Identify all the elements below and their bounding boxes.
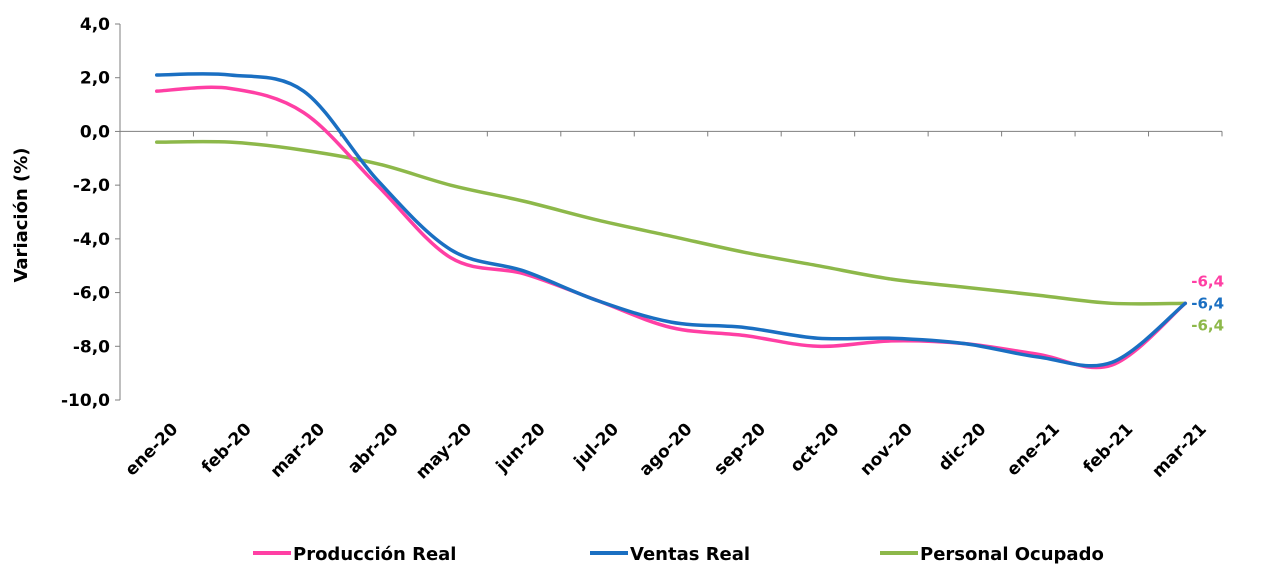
x-axis-ticks: ene-20 feb-20 mar-20 abr-20 may-20 jun-20 jul-…: [119, 131, 1223, 483]
x-tick-label: may-20: [412, 419, 476, 483]
x-tick-label: ago-20: [636, 419, 697, 480]
x-tick-label: abr-20: [344, 419, 403, 478]
chart-series: [154, 72, 1188, 370]
y-tick-label: 4,0: [80, 15, 110, 35]
legend-label-1: Ventas Real: [630, 544, 750, 565]
end-label-1: -6,4: [1191, 294, 1224, 312]
y-tick-label: 2,0: [80, 69, 110, 89]
x-tick-label: oct-20: [786, 419, 843, 476]
end-label-0: -6,4: [1191, 272, 1224, 290]
x-tick-label: jul-20: [570, 419, 623, 472]
x-tick-label: ene-21: [1003, 419, 1064, 480]
x-tick-label: sep-20: [710, 419, 770, 479]
legend-label-2: Personal Ocupado: [920, 544, 1104, 565]
y-axis-ticks: 4,0 2,0 0,0 -2,0 -4,0 -6,0 -8,0 -10,0: [61, 15, 120, 411]
x-tick-label: jun-20: [492, 419, 550, 477]
x-tick-label: feb-20: [198, 419, 256, 477]
x-tick-label: mar-21: [1148, 419, 1210, 481]
series-line-0: [154, 85, 1188, 370]
series-line-2: [154, 139, 1188, 306]
x-tick-label: dic-20: [935, 419, 991, 475]
y-axis-label: Variación (%): [11, 147, 32, 282]
chart-axes: [119, 24, 1222, 400]
series-line-1: [154, 72, 1188, 368]
chart-legend: Producción Real Ventas Real Personal Ocupa…: [253, 544, 1104, 565]
y-tick-label: -4,0: [73, 230, 110, 250]
x-tick-label: mar-20: [267, 419, 330, 482]
y-tick-label: 0,0: [80, 122, 110, 142]
legend-label-0: Producción Real: [293, 544, 456, 565]
end-labels: -6,4 -6,4 -6,4: [1191, 272, 1224, 334]
x-tick-label: ene-20: [122, 419, 183, 480]
y-tick-label: -10,0: [61, 391, 110, 411]
end-label-2: -6,4: [1191, 316, 1224, 334]
y-tick-label: -2,0: [73, 176, 110, 196]
x-tick-label: feb-21: [1079, 419, 1137, 477]
y-tick-label: -8,0: [73, 337, 110, 357]
x-tick-label: nov-20: [856, 419, 917, 480]
y-tick-label: -6,0: [73, 284, 110, 304]
